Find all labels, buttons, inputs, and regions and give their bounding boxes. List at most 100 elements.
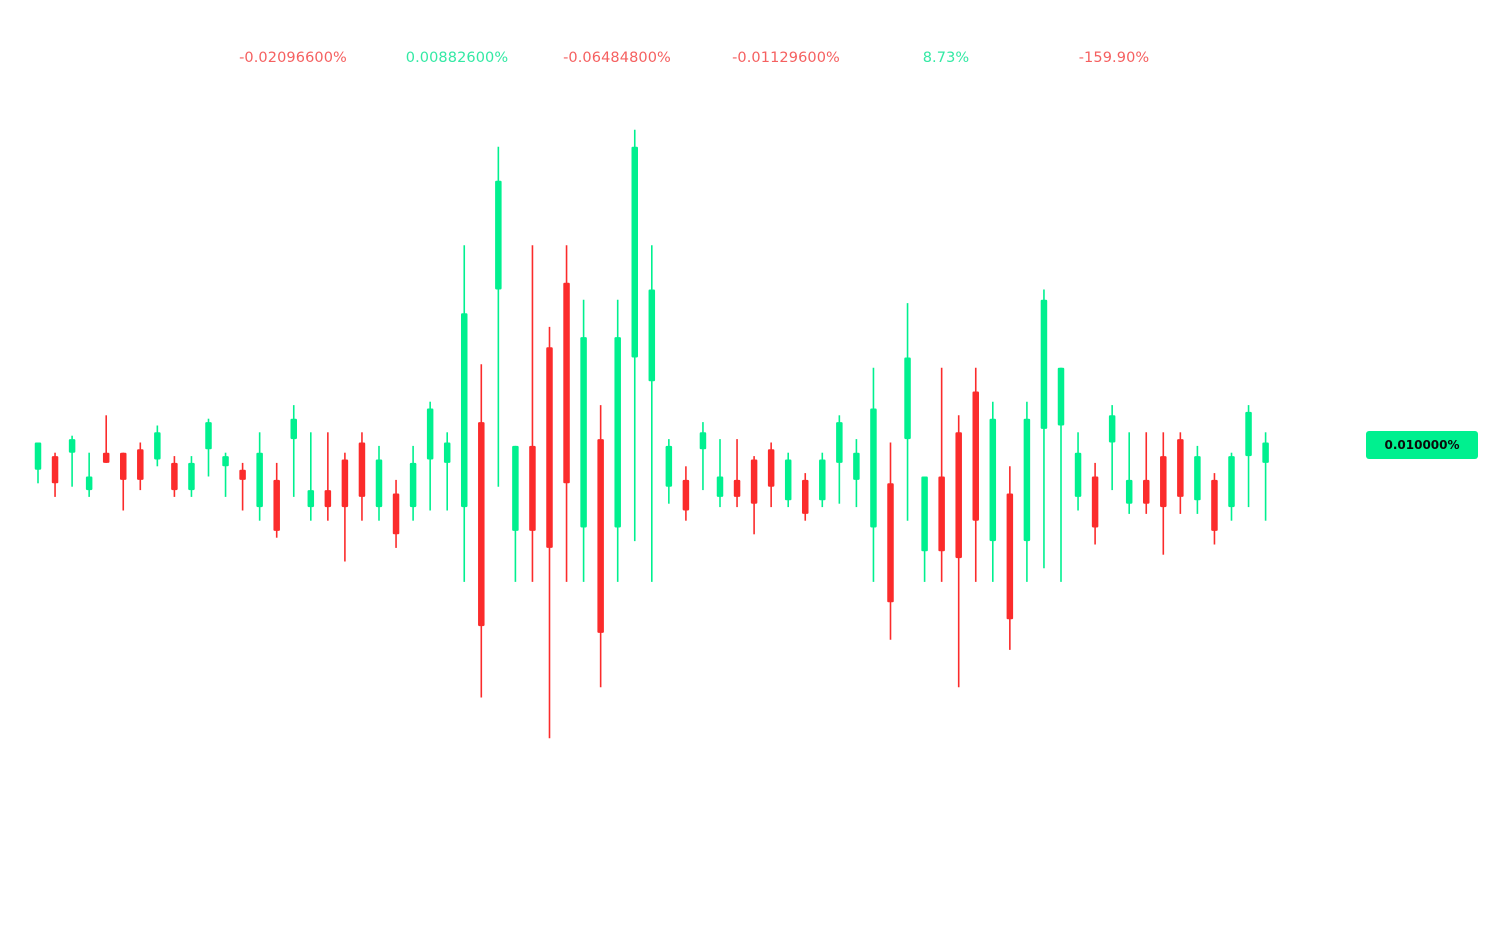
candle — [273, 462, 280, 538]
percent-label: -159.90% — [1078, 50, 1150, 66]
candle-body — [1262, 442, 1269, 463]
candle-body — [563, 282, 570, 484]
candle-body — [443, 442, 451, 463]
candle-body — [750, 459, 758, 504]
candle-body — [68, 439, 76, 453]
candle — [1074, 432, 1082, 511]
candle — [1211, 473, 1218, 545]
candle — [665, 439, 673, 504]
candle-body — [1057, 367, 1065, 426]
candle-body — [426, 408, 434, 460]
candle — [120, 452, 127, 511]
candle-body — [921, 476, 928, 552]
candle — [1245, 405, 1252, 508]
candle — [375, 445, 383, 521]
candle — [631, 129, 638, 542]
candle — [972, 367, 979, 582]
candle — [1177, 432, 1184, 514]
candle-body — [1211, 479, 1218, 531]
candle — [426, 401, 434, 511]
candle-body — [188, 462, 195, 491]
candle — [188, 456, 195, 497]
candle-body — [205, 422, 212, 450]
candle-body — [512, 445, 519, 531]
candle-body — [938, 476, 945, 552]
candle — [443, 432, 451, 511]
candle — [68, 435, 76, 487]
candle-body — [972, 391, 979, 521]
candle — [1160, 432, 1167, 555]
candle — [870, 367, 877, 582]
candle — [1006, 466, 1014, 650]
candle-body — [989, 418, 997, 542]
candle-body — [1006, 493, 1014, 620]
candle — [239, 462, 246, 511]
candle-body — [836, 422, 843, 463]
candle — [392, 479, 400, 548]
candle — [836, 415, 843, 504]
current-value-badge: 0.010000% — [1366, 431, 1478, 459]
candle-body — [853, 452, 860, 480]
candle-body — [597, 439, 604, 633]
candle — [1125, 432, 1133, 514]
candle — [648, 245, 656, 582]
candle — [341, 452, 349, 562]
candle-body — [154, 432, 161, 460]
candle — [989, 401, 997, 582]
candle — [853, 439, 860, 508]
candle-body — [358, 442, 366, 497]
candle-body — [1108, 415, 1116, 443]
candle-body — [1194, 456, 1201, 501]
candle-body — [137, 449, 144, 480]
candle-body — [1040, 299, 1048, 429]
candle-body — [290, 418, 297, 440]
candle — [1228, 452, 1235, 521]
candle-body — [409, 462, 417, 508]
candle-body — [1228, 456, 1235, 508]
candle-body — [546, 347, 553, 548]
candle-body — [51, 456, 59, 484]
candle — [597, 405, 604, 688]
candle — [819, 452, 826, 508]
candle-body — [682, 479, 690, 511]
candle-body — [1074, 452, 1082, 497]
candle-body — [870, 408, 877, 528]
candle-body — [120, 452, 127, 480]
candle-body — [392, 493, 400, 535]
candle-body — [580, 337, 587, 528]
percent-label: 0.00882600% — [405, 50, 509, 66]
candle-body — [1177, 439, 1184, 497]
candle — [137, 442, 144, 491]
candle — [324, 432, 332, 521]
candle — [171, 456, 178, 497]
candle — [1040, 289, 1048, 569]
candle — [750, 456, 758, 535]
candle — [904, 303, 911, 521]
candle-body — [1143, 479, 1150, 504]
candle — [1023, 401, 1031, 582]
candle — [733, 439, 741, 508]
candle-body — [34, 442, 42, 470]
candle-body — [324, 490, 332, 508]
candle-body — [1091, 476, 1099, 528]
candle-body — [784, 459, 792, 501]
candle — [1091, 462, 1099, 545]
candle-body — [102, 452, 110, 463]
candle-body — [614, 337, 621, 528]
candle-body — [375, 459, 383, 508]
candle-body — [461, 313, 468, 508]
candle-body — [529, 445, 536, 531]
candle-body — [904, 357, 911, 440]
candle-body — [955, 432, 962, 559]
candle — [495, 146, 502, 487]
candle-body — [1125, 479, 1133, 504]
candle — [784, 452, 792, 508]
candle-body — [222, 456, 229, 467]
percent-label: 8.73% — [922, 50, 970, 66]
percent-label: -0.06484800% — [563, 50, 671, 66]
candle-body — [495, 180, 502, 290]
candle — [51, 452, 59, 497]
candle — [699, 422, 707, 491]
candle-body — [716, 476, 724, 497]
candle — [512, 445, 519, 582]
